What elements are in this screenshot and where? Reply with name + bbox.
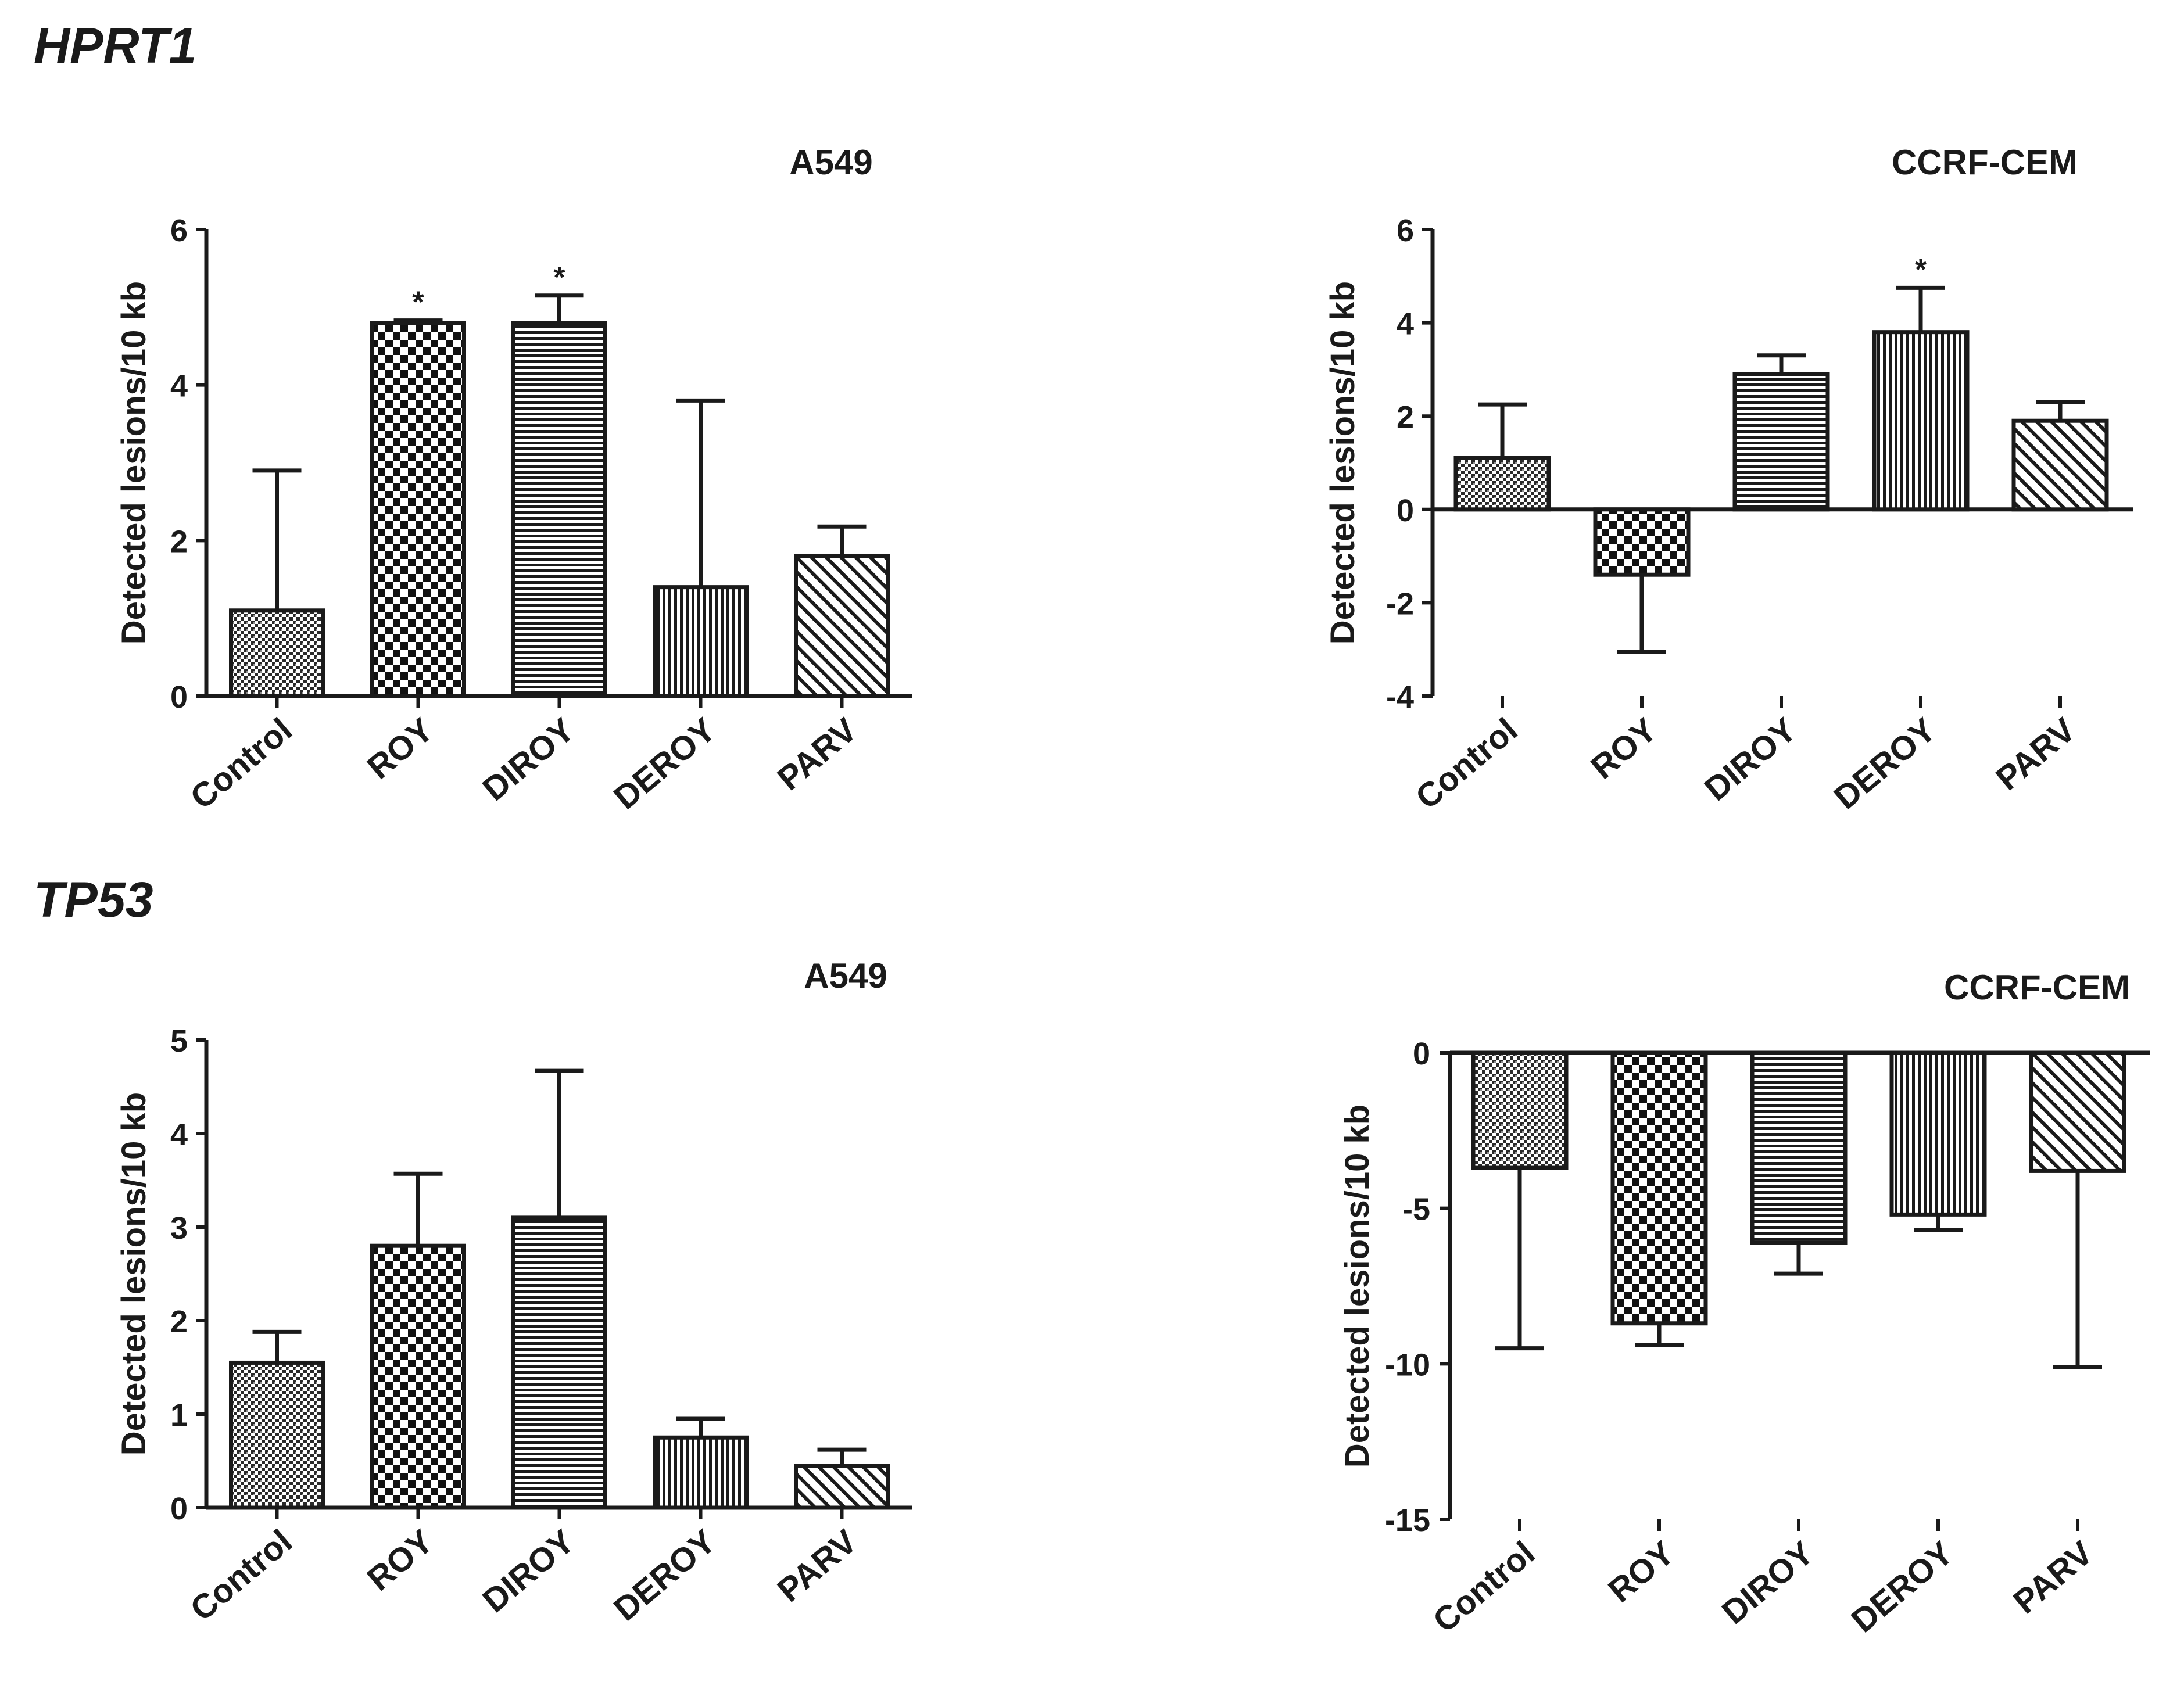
chart-2-ytick-label-1: -2 xyxy=(1386,586,1414,621)
chart-4-ylabel: Detected lesions/10 kb xyxy=(1338,1104,1376,1468)
chart-4-bar-deroy xyxy=(1889,1050,1987,1217)
chart-3-category-label-diroy: DIROY xyxy=(475,1522,581,1620)
chart-1-ytick-label-2: 4 xyxy=(170,369,188,404)
chart-1-category-label-control: Control xyxy=(183,711,299,816)
chart-4-category-label-control: Control xyxy=(1426,1534,1542,1640)
chart-2-ytick-label-0: -4 xyxy=(1386,680,1414,715)
chart-3-ytick-label-4: 4 xyxy=(170,1117,188,1152)
chart-4-ytick-label-3: 0 xyxy=(1413,1037,1430,1071)
chart-2-category-label-parv: PARV xyxy=(1989,711,2082,798)
chart-3-ytick-label-1: 1 xyxy=(170,1398,188,1433)
chart-1-bar-parv xyxy=(794,554,890,698)
chart-1-bar-diroy xyxy=(511,321,607,698)
chart-3-ytick-label-5: 5 xyxy=(170,1024,188,1059)
chart-1-ytick-label-3: 6 xyxy=(170,213,188,248)
chart-3-category-label-parv: PARV xyxy=(771,1522,864,1609)
chart-1-ytick-label-1: 2 xyxy=(170,524,188,559)
chart-2-category-label-deroy: DEROY xyxy=(1827,711,1943,816)
chart-3-category-label-deroy: DEROY xyxy=(607,1522,723,1628)
chart-4-category-label-deroy: DEROY xyxy=(1845,1534,1961,1640)
chart-4-category-label-diroy: DIROY xyxy=(1715,1534,1821,1631)
chart-2-ytick-label-4: 4 xyxy=(1397,307,1414,342)
chart-3-bar-parv xyxy=(794,1464,890,1510)
chart-3-ytick-label-2: 2 xyxy=(170,1304,188,1339)
chart-1-bar-deroy xyxy=(653,585,749,698)
chart-1-category-label-parv: PARV xyxy=(771,711,864,798)
chart-3-ylabel: Detected lesions/10 kb xyxy=(115,1092,153,1455)
chart-3-ytick-label-0: 0 xyxy=(170,1491,188,1526)
chart-2-ylabel: Detected lesions/10 kb xyxy=(1324,281,1362,644)
chart-4-bar-roy xyxy=(1610,1050,1708,1326)
chart-4-category-label-roy: ROY xyxy=(1601,1534,1681,1610)
gene-label-hprt1: HPRT1 xyxy=(34,18,197,74)
chart-panel-2: CCRF-CEM Detected lesions/10 kb -4 -2 0 2 4 6 Co… xyxy=(1324,143,2133,817)
chart-panel-3: A549 Detected lesions/10 kb 0 1 2 3 4 5 Control R… xyxy=(115,956,912,1629)
chart-3-category-label-roy: ROY xyxy=(360,1522,441,1598)
chart-3-category-label-control: Control xyxy=(183,1522,299,1628)
chart-4-category-label-parv: PARV xyxy=(2006,1534,2100,1621)
chart-2-ytick-label-5: 6 xyxy=(1397,213,1414,248)
chart-4-ytick-label-1: -10 xyxy=(1385,1347,1430,1382)
chart-4-bar-control xyxy=(1471,1050,1569,1170)
chart-2-bar-diroy xyxy=(1732,372,1830,512)
chart-2-bar-roy xyxy=(1593,507,1691,577)
chart-4-bar-diroy xyxy=(1750,1050,1848,1245)
chart-1-title: A549 xyxy=(789,143,872,182)
chart-panel-1: A549 Detected lesions/10 kb 0 2 4 6 Control * RO… xyxy=(115,143,912,817)
chart-3-bar-control xyxy=(229,1360,325,1510)
chart-1-bar-roy xyxy=(370,321,466,698)
chart-3-bar-diroy xyxy=(511,1215,607,1510)
chart-2-bar-control xyxy=(1453,456,1551,512)
chart-1-category-label-roy: ROY xyxy=(360,711,441,787)
chart-3-title: A549 xyxy=(804,956,887,995)
chart-2-title: CCRF-CEM xyxy=(1892,143,2078,182)
chart-2-category-label-control: Control xyxy=(1409,711,1525,816)
chart-1-bar-control xyxy=(229,608,325,698)
gene-label-tp53: TP53 xyxy=(34,872,153,928)
chart-2-significance-deroy: * xyxy=(1915,253,1927,286)
chart-1-significance-diroy: * xyxy=(553,261,565,295)
chart-2-ytick-label-2: 0 xyxy=(1397,493,1414,528)
chart-2-bar-deroy xyxy=(1872,330,1970,512)
chart-1-category-label-diroy: DIROY xyxy=(475,711,581,808)
chart-1-ylabel: Detected lesions/10 kb xyxy=(115,281,153,644)
chart-2-category-label-roy: ROY xyxy=(1584,711,1664,787)
chart-panel-4: CCRF-CEM Detected lesions/10 kb -15 -10 -5 0 C… xyxy=(1338,968,2150,1640)
chart-2-ytick-label-3: 2 xyxy=(1397,400,1414,435)
chart-1-ytick-label-0: 0 xyxy=(170,680,188,715)
chart-2-category-label-diroy: DIROY xyxy=(1698,711,1803,808)
chart-1-significance-roy: * xyxy=(412,286,424,320)
chart-3-bar-deroy xyxy=(653,1435,749,1510)
chart-4-ytick-label-2: -5 xyxy=(1402,1192,1430,1227)
chart-4-title: CCRF-CEM xyxy=(1944,968,2130,1007)
chart-3-ytick-label-3: 3 xyxy=(170,1211,188,1246)
chart-3-bar-roy xyxy=(370,1243,466,1510)
chart-4-ytick-label-0: -15 xyxy=(1385,1503,1430,1538)
chart-1-category-label-deroy: DEROY xyxy=(607,711,723,816)
chart-4-bar-parv xyxy=(2029,1050,2126,1173)
chart-2-bar-parv xyxy=(2011,418,2109,512)
